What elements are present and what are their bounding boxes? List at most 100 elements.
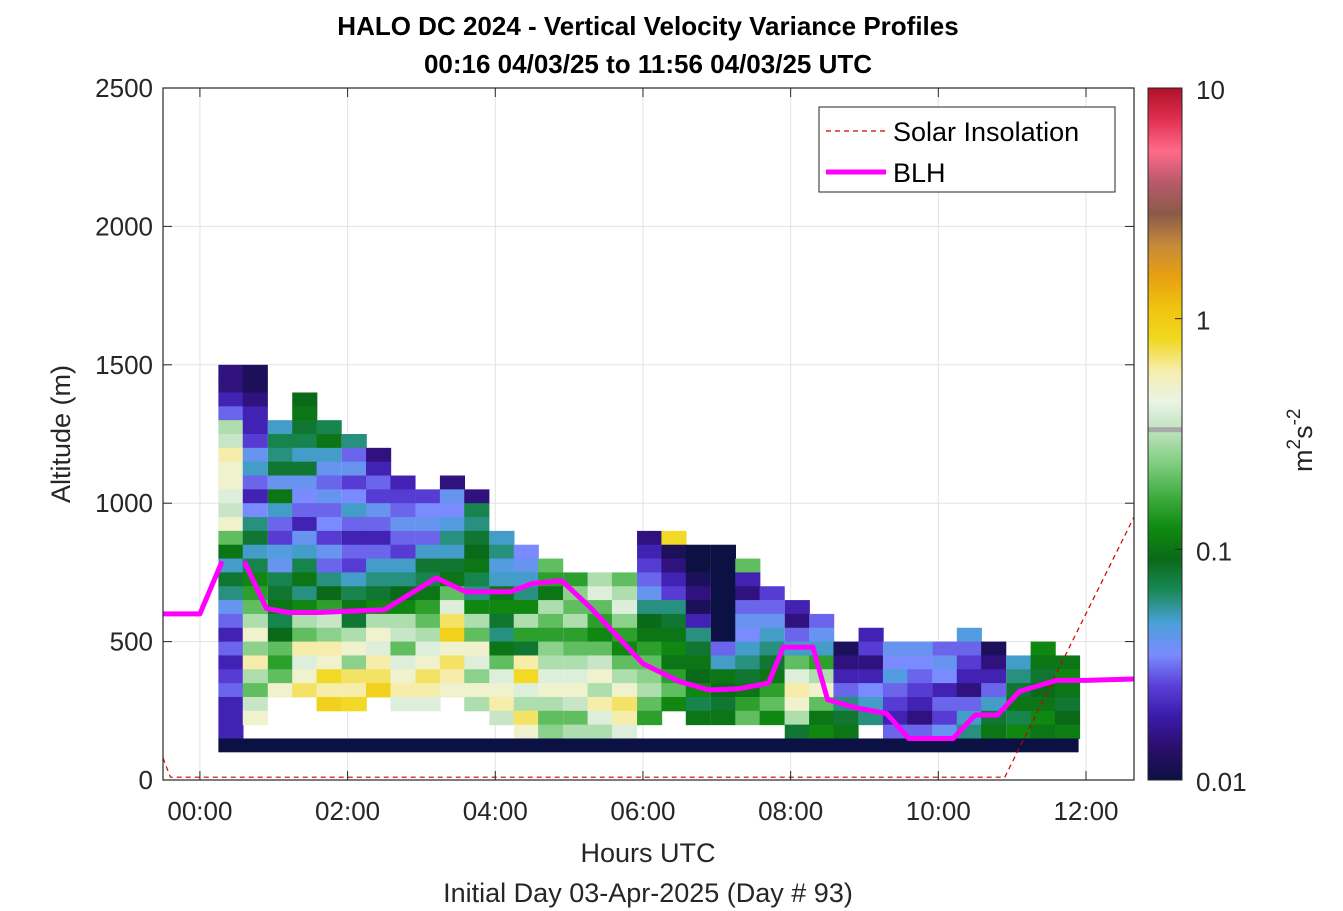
heatmap-cell — [981, 696, 1007, 712]
heatmap-cell — [242, 696, 268, 712]
heatmap-cell — [784, 613, 810, 629]
heatmap-cell — [611, 572, 638, 587]
heatmap-cell — [464, 613, 490, 629]
solar-insolation-line — [163, 516, 1134, 778]
heatmap-cell — [267, 530, 293, 546]
heatmap-cell — [1054, 724, 1081, 739]
heatmap-cell — [784, 683, 810, 698]
heatmap-cell — [710, 710, 737, 726]
heatmap-cell — [292, 627, 318, 643]
heatmap-cell — [661, 586, 687, 601]
heatmap-cell — [685, 655, 711, 670]
heatmap-cell — [735, 572, 761, 587]
y-tick-label: 2500 — [95, 73, 153, 103]
heatmap-cell — [833, 724, 859, 739]
heatmap-cell — [464, 669, 490, 684]
x-tick-label: 00:00 — [167, 796, 232, 826]
heatmap-cell — [759, 600, 785, 615]
heatmap-cell — [956, 627, 982, 643]
heatmap-cell — [390, 475, 416, 490]
heatmap-cell — [366, 475, 392, 490]
heatmap-cell — [611, 710, 638, 726]
heatmap-cell — [833, 683, 859, 698]
heatmap-cell — [341, 517, 367, 532]
chart-title: HALO DC 2024 - Vertical Velocity Varianc… — [337, 11, 958, 41]
heatmap-cell — [316, 641, 342, 656]
heatmap-cell — [735, 641, 761, 656]
heatmap-cell — [242, 641, 268, 656]
heatmap-cell — [637, 710, 663, 726]
heatmap-cell — [1030, 641, 1056, 656]
heatmap-cell — [858, 641, 884, 656]
heatmap-cell — [735, 600, 761, 615]
heatmap-cell — [858, 669, 884, 684]
heatmap-cell — [489, 710, 515, 726]
heatmap-cell — [366, 613, 392, 629]
colorbar: 0.01 0.1 1 10 m2s-2 — [1147, 75, 1318, 797]
heatmap-cell — [611, 683, 638, 698]
heatmap-cell — [513, 655, 539, 670]
heatmap-cell — [218, 558, 244, 573]
heatmap-cell — [267, 461, 293, 477]
heatmap-cell — [218, 364, 244, 380]
heatmap-cell — [242, 461, 268, 477]
heatmap-cell — [390, 530, 416, 546]
heatmap-cell — [637, 530, 663, 546]
heatmap-cell — [735, 655, 761, 670]
heatmap-cell — [242, 683, 268, 698]
heatmap-cell — [685, 710, 711, 726]
heatmap-cell — [218, 434, 244, 449]
heatmap-cell — [784, 600, 810, 615]
heatmap-cell — [267, 489, 293, 504]
heatmap-cell — [710, 669, 737, 684]
heatmap-cell — [932, 683, 958, 698]
heatmap-cell — [858, 655, 884, 670]
heatmap-cell — [366, 461, 392, 477]
heatmap-cell — [611, 669, 638, 684]
heatmap-cell — [267, 586, 293, 601]
heatmap-cell — [809, 627, 835, 643]
heatmap-cell — [316, 420, 342, 435]
heatmap-cell — [587, 627, 613, 643]
heatmap-cell — [341, 489, 367, 504]
legend: Solar Insolation BLH — [818, 106, 1116, 193]
heatmap-cell — [415, 489, 441, 504]
heatmap-cell — [316, 544, 342, 560]
heatmap-cell — [1054, 655, 1081, 670]
heatmap-cell — [833, 655, 859, 670]
heatmap-cell — [341, 461, 367, 477]
heatmap-cell — [316, 669, 342, 684]
heatmap-cell — [538, 600, 564, 615]
heatmap-cell — [218, 489, 244, 504]
heatmap-cell — [1006, 710, 1032, 726]
heatmap-cell — [858, 683, 884, 698]
heatmap-cell — [316, 447, 342, 463]
heatmap-cell — [735, 696, 761, 712]
heatmap-cell — [316, 503, 342, 518]
heatmap-cell — [809, 710, 835, 726]
heatmap-cell — [316, 489, 342, 504]
heatmap-cell — [267, 641, 293, 656]
x-axis-sublabel: Initial Day 03-Apr-2025 (Day # 93) — [443, 878, 853, 908]
heatmap-cell — [833, 710, 859, 726]
y-axis-ticks: 0 500 1000 1500 2000 2500 — [95, 73, 1134, 795]
heatmap-cell — [292, 572, 318, 587]
heatmap-cell — [267, 655, 293, 670]
heatmap-cell — [415, 683, 441, 698]
heatmap-cell — [809, 613, 835, 629]
y-tick-label: 500 — [110, 627, 153, 657]
x-tick-label: 04:00 — [463, 796, 528, 826]
heatmap-cell — [932, 710, 958, 726]
heatmap-cell — [759, 696, 785, 712]
heatmap-cell — [685, 613, 711, 629]
heatmap-cell — [784, 696, 810, 712]
heatmap-cell — [316, 586, 342, 601]
heatmap-cell — [538, 696, 564, 712]
heatmap-cell — [316, 655, 342, 670]
x-tick-label: 10:00 — [906, 796, 971, 826]
legend-solar-label: Solar Insolation — [893, 117, 1079, 147]
heatmap-cell — [611, 586, 638, 601]
heatmap-cell — [415, 627, 441, 643]
heatmap-cell — [316, 517, 342, 532]
heatmap-cell — [292, 613, 318, 629]
